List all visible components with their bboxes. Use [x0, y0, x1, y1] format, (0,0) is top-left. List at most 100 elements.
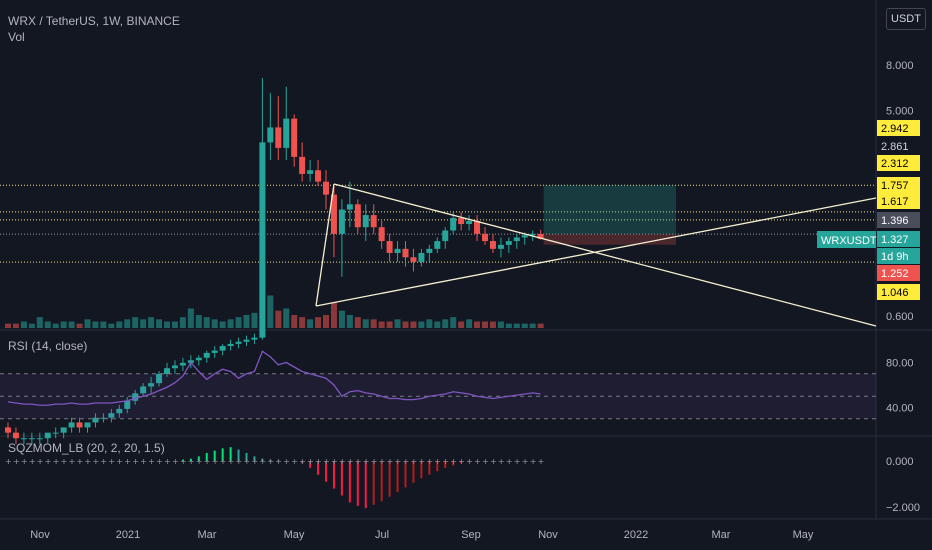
candle-body: [171, 365, 178, 369]
squeeze-dot: +: [339, 457, 346, 466]
squeeze-dot: +: [236, 457, 243, 466]
volume-bar: [330, 302, 337, 328]
price-label-bg: [877, 284, 920, 300]
volume-bar: [68, 321, 75, 328]
squeeze-dot: +: [450, 457, 457, 466]
squeeze-dot: +: [53, 457, 60, 466]
volume-bar: [116, 321, 123, 328]
candle-body: [346, 204, 353, 210]
squeeze-dot: +: [514, 457, 521, 466]
volume-bar: [124, 319, 131, 328]
candle-body: [52, 432, 59, 434]
currency-button[interactable]: USDT: [886, 8, 926, 30]
squeeze-dot: +: [538, 457, 545, 466]
price-tick-label: 0.600: [886, 311, 914, 323]
candle-body: [116, 408, 123, 414]
candle-body: [68, 422, 75, 428]
volume-bar: [235, 317, 242, 328]
candle-body: [537, 233, 544, 239]
candle-body: [36, 438, 43, 440]
squeeze-tick-label: −2.000: [886, 502, 920, 514]
volume-bar: [354, 317, 361, 328]
squeeze-dot: +: [418, 457, 425, 466]
squeeze-dot: +: [180, 457, 187, 466]
x-tick-label: 2022: [624, 529, 648, 541]
candle-body: [521, 235, 528, 238]
price-label-bg: [877, 193, 920, 209]
squeeze-dot: +: [61, 457, 68, 466]
candle-body: [283, 118, 290, 148]
volume-bar: [426, 319, 433, 328]
volume-bar: [378, 321, 385, 328]
price-label-bg: [877, 138, 920, 154]
candle-body: [28, 438, 35, 440]
target-zone: [543, 185, 676, 235]
symbol-tag: WRXUSDT: [821, 235, 877, 247]
squeeze-dot: +: [164, 457, 171, 466]
price-label-bg: [877, 120, 920, 136]
squeeze-dot: +: [275, 457, 282, 466]
squeeze-dot: +: [458, 457, 465, 466]
volume-bar: [346, 315, 353, 328]
volume-bar: [100, 321, 107, 328]
ascending-trendline: [315, 197, 877, 307]
volume-bar: [474, 321, 481, 328]
volume-bar: [219, 321, 226, 328]
squeeze-dot: +: [291, 457, 298, 466]
volume-bar: [179, 317, 186, 328]
volume-bar: [156, 319, 163, 328]
price-tick-label: 8.000: [886, 60, 914, 72]
candle-body: [410, 257, 417, 262]
volume-bar: [20, 321, 27, 328]
volume-bar: [482, 321, 488, 328]
candle-body: [12, 432, 19, 439]
squeeze-dot: +: [196, 457, 203, 466]
price-label-bg: [877, 155, 920, 171]
candle-body: [259, 142, 266, 338]
volume-bar: [36, 317, 43, 328]
candle-body: [291, 118, 298, 157]
volume-bar: [12, 323, 19, 328]
volume-bar: [537, 323, 544, 328]
volume-bar: [489, 321, 496, 328]
candle-body: [315, 170, 322, 182]
squeeze-dot: +: [466, 457, 473, 466]
squeeze-dot: +: [45, 457, 52, 466]
candle-body: [370, 215, 377, 228]
squeeze-dot: +: [299, 457, 306, 466]
candle-body: [466, 220, 473, 225]
volume-bar: [28, 323, 35, 328]
candle-body: [5, 427, 11, 433]
candle-body: [458, 217, 465, 225]
candle-body: [164, 368, 170, 374]
volume-bar: [458, 321, 465, 328]
candle-body: [148, 383, 155, 387]
squeeze-dot: +: [172, 457, 179, 466]
squeeze-dot: +: [331, 457, 338, 466]
volume-bar: [76, 323, 83, 328]
price-label-bg: [877, 231, 920, 247]
candle-body: [156, 373, 163, 384]
candle-body: [338, 209, 345, 234]
candle-body: [497, 244, 504, 249]
squeeze-dot: +: [259, 457, 266, 466]
squeeze-dot: +: [522, 457, 529, 466]
squeeze-dot: +: [5, 457, 12, 466]
candle-body: [219, 346, 226, 351]
squeeze-dot: +: [77, 457, 84, 466]
squeeze-dot: +: [220, 457, 227, 466]
squeeze-dot: +: [212, 457, 219, 466]
price-tick-label: 5.000: [886, 106, 914, 118]
squeeze-dot: +: [100, 457, 107, 466]
volume-bar: [315, 317, 322, 328]
volume-bar: [5, 323, 11, 328]
symbol-tag-bg: [817, 231, 876, 248]
squeeze-label: SQZMOM_LB (20, 2, 20, 1.5): [8, 441, 165, 455]
squeeze-dot: +: [371, 457, 378, 466]
x-tick-label: May: [793, 529, 814, 541]
volume-bar: [513, 323, 520, 328]
squeeze-dot: +: [307, 457, 314, 466]
stop-zone: [543, 234, 676, 245]
x-tick-label: Sep: [461, 529, 481, 541]
